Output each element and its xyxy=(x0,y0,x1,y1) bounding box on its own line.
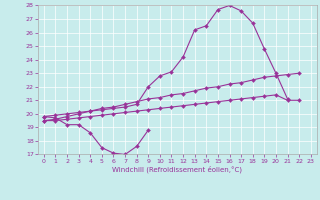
X-axis label: Windchill (Refroidissement éolien,°C): Windchill (Refroidissement éolien,°C) xyxy=(112,165,242,173)
